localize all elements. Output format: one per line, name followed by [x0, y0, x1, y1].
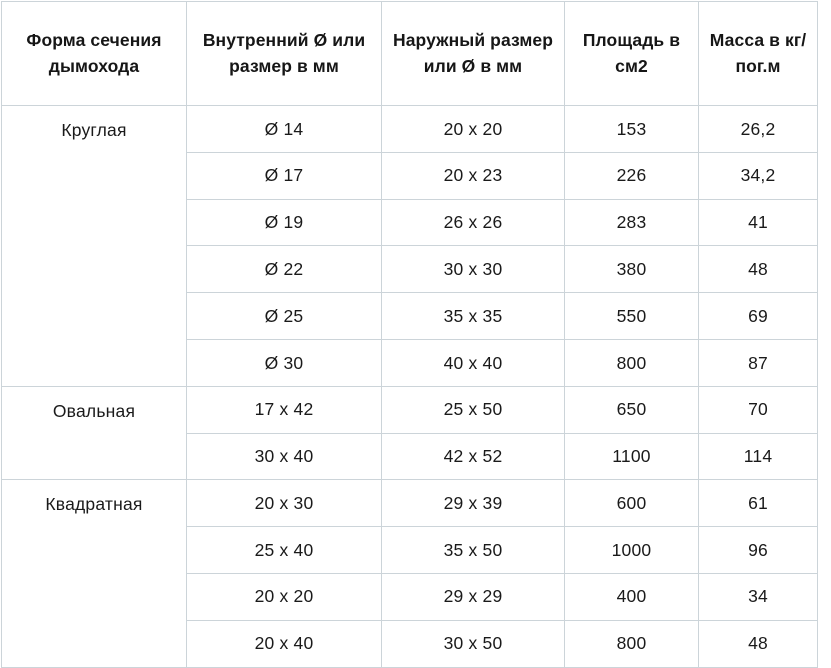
cell-outer-size: 30 x 50 — [381, 619, 565, 668]
cell-area: 600 — [564, 479, 699, 528]
table-row: 20 x 40 30 x 50 800 48 — [2, 619, 818, 668]
table-row: Ø 19 26 x 26 283 41 — [2, 198, 818, 247]
cell-mass: 114 — [698, 432, 818, 481]
cell-inner-size: 20 x 20 — [186, 572, 382, 621]
cell-mass: 41 — [698, 198, 818, 247]
cell-mass: 96 — [698, 526, 818, 574]
cell-mass: 26,2 — [698, 105, 818, 153]
cell-mass: 34,2 — [698, 151, 818, 200]
column-header-area: Площадь в см2 — [564, 1, 699, 106]
cell-inner-size: Ø 14 — [186, 105, 382, 153]
cell-area: 1100 — [564, 432, 699, 481]
cell-area: 650 — [564, 385, 699, 434]
cell-mass: 70 — [698, 385, 818, 434]
cell-inner-size: Ø 22 — [186, 245, 382, 294]
cell-outer-size: 29 x 39 — [381, 479, 565, 528]
cell-mass: 87 — [698, 338, 818, 387]
cell-area: 226 — [564, 151, 699, 200]
cell-shape: Овальная — [1, 385, 187, 481]
cell-inner-size: Ø 19 — [186, 198, 382, 247]
cell-area: 153 — [564, 105, 699, 153]
cell-outer-size: 20 x 20 — [381, 105, 565, 153]
table-row: Ø 30 40 x 40 800 87 — [2, 338, 818, 387]
cell-outer-size: 35 x 35 — [381, 292, 565, 340]
cell-area: 1000 — [564, 526, 699, 574]
cell-inner-size: 30 x 40 — [186, 432, 382, 481]
table-row: Ø 25 35 x 35 550 69 — [2, 292, 818, 340]
cell-inner-size: 20 x 30 — [186, 479, 382, 528]
cell-area: 283 — [564, 198, 699, 247]
table-row: Круглая Ø 14 20 x 20 153 26,2 — [1, 105, 818, 387]
table-row: 25 x 40 35 x 50 1000 96 — [2, 526, 818, 574]
table-row: Овальная 17 x 42 25 x 50 650 70 — [1, 385, 818, 481]
cell-outer-size: 25 x 50 — [381, 385, 565, 434]
cell-area: 400 — [564, 572, 699, 621]
table-row: 20 x 20 29 x 29 400 34 — [2, 572, 818, 621]
cell-inner-size: 17 x 42 — [186, 385, 382, 434]
cell-outer-size: 29 x 29 — [381, 572, 565, 621]
cell-shape: Квадратная — [1, 479, 187, 668]
cell-mass: 48 — [698, 619, 818, 668]
cell-mass: 61 — [698, 479, 818, 528]
table-row: Квадратная 20 x 30 29 x 39 600 61 — [1, 479, 818, 668]
cell-mass: 34 — [698, 572, 818, 621]
cell-area: 380 — [564, 245, 699, 294]
column-header-outer-size: Наружный размер или Ø в мм — [381, 1, 565, 106]
cell-outer-size: 30 x 30 — [381, 245, 565, 294]
cell-inner-size: Ø 17 — [186, 151, 382, 200]
cell-inner-size: Ø 25 — [186, 292, 382, 340]
cell-outer-size: 40 x 40 — [381, 338, 565, 387]
cell-outer-size: 20 x 23 — [381, 151, 565, 200]
table-header: Форма сечения дымохода Внутренний Ø или … — [1, 1, 818, 106]
column-header-shape: Форма сечения дымохода — [1, 1, 187, 106]
cell-inner-size: 20 x 40 — [186, 619, 382, 668]
table-row: 30 x 40 42 x 52 1100 114 — [2, 432, 818, 481]
table-body: Круглая Ø 14 20 x 20 153 26,2 Ø 17 20 x 23 226 3… — [1, 105, 818, 668]
cell-inner-size: 25 x 40 — [186, 526, 382, 574]
cell-outer-size: 35 x 50 — [381, 526, 565, 574]
cell-inner-size: Ø 30 — [186, 338, 382, 387]
column-header-inner-size: Внутренний Ø или размер в мм — [186, 1, 382, 106]
cell-area: 800 — [564, 338, 699, 387]
cell-area: 800 — [564, 619, 699, 668]
cell-area: 550 — [564, 292, 699, 340]
cell-shape: Круглая — [1, 105, 187, 387]
header-row: Форма сечения дымохода Внутренний Ø или … — [1, 1, 818, 106]
cell-mass: 48 — [698, 245, 818, 294]
table-row: Ø 22 30 x 30 380 48 — [2, 245, 818, 294]
cell-outer-size: 26 x 26 — [381, 198, 565, 247]
table-row: Ø 17 20 x 23 226 34,2 — [2, 151, 818, 200]
column-header-mass: Масса в кг/пог.м — [698, 1, 818, 106]
cell-outer-size: 42 x 52 — [381, 432, 565, 481]
cell-mass: 69 — [698, 292, 818, 340]
